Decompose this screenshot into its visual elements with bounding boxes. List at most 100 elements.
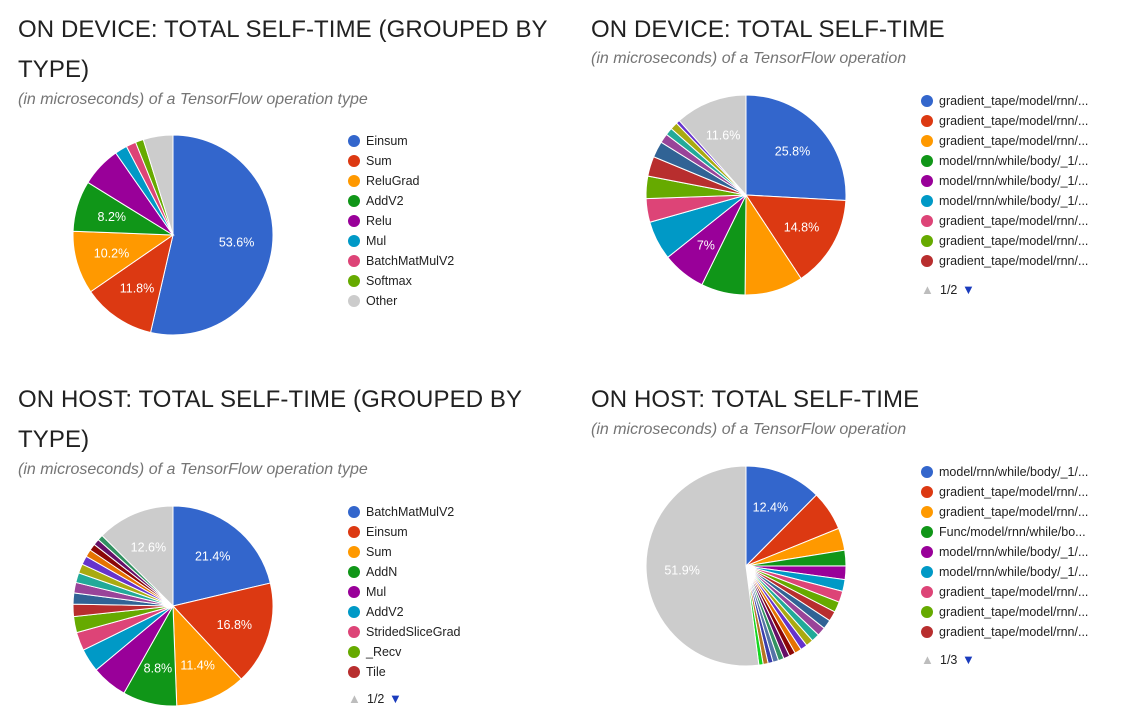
legend-label: model/rnn/while/body/_1/... <box>939 565 1089 579</box>
legend-label: gradient_tape/model/rnn/... <box>939 214 1089 228</box>
page-indicator: 1/2 <box>367 692 385 706</box>
page-down-icon[interactable]: ▼ <box>962 652 975 667</box>
chart-subtitle: (in microseconds) of a TensorFlow operat… <box>591 421 907 438</box>
pie-chart[interactable]: 25.8% 14.8% 7% 11.6% <box>645 94 847 296</box>
legend-label: Func/model/rnn/while/bo... <box>939 525 1086 539</box>
pie-slice[interactable] <box>745 94 847 202</box>
legend-label: AddN <box>366 565 398 579</box>
legend-color-dot <box>348 275 360 287</box>
legend-label: Relu <box>366 214 392 228</box>
slice-percent-label: 51.9% <box>664 564 699 578</box>
slice-percent-label: 10.2% <box>94 246 129 260</box>
legend-label: gradient_tape/model/rnn/... <box>939 625 1089 639</box>
slice-percent-label: 12.6% <box>131 540 166 554</box>
legend-color-dot <box>921 466 933 478</box>
legend-label: Einsum <box>366 525 408 539</box>
pie-slice[interactable] <box>149 134 274 336</box>
page-indicator: 1/3 <box>940 653 958 667</box>
legend-label: gradient_tape/model/rnn/... <box>939 234 1089 248</box>
slice-percent-label: 11.8% <box>120 281 155 295</box>
legend-pager: ▲ 1/2 ▼ <box>921 281 1001 299</box>
legend-label: gradient_tape/model/rnn/... <box>939 505 1089 519</box>
legend-color-dot <box>348 586 360 598</box>
chart-legend: BatchMatMulV2 Einsum Sum AddN Mul AddV2 Stride… <box>348 502 548 692</box>
legend-color-dot <box>348 626 360 638</box>
legend-color-dot <box>348 506 360 518</box>
pie-slice[interactable] <box>89 233 174 334</box>
legend-color-dot <box>348 606 360 618</box>
slice-percent-label: 16.8% <box>217 618 252 632</box>
legend-label: Sum <box>366 545 392 559</box>
legend-label: Mul <box>366 585 387 599</box>
pie-slice[interactable] <box>745 465 818 568</box>
legend-color-dot <box>921 215 933 227</box>
legend-label: model/rnn/while/body/_1/... <box>939 545 1089 559</box>
legend-color-dot <box>348 195 360 207</box>
legend-label: gradient_tape/model/rnn/... <box>939 134 1089 148</box>
legend-color-dot <box>921 115 933 127</box>
pie-slice[interactable] <box>172 582 274 680</box>
chart-title: ON HOST: TOTAL SELF-TIME (GROUPED BY TYP… <box>18 386 522 453</box>
legend-label: gradient_tape/model/rnn/... <box>939 254 1089 268</box>
legend-color-dot <box>348 175 360 187</box>
pie-slice[interactable] <box>645 465 760 667</box>
legend-label: model/rnn/while/body/_1/... <box>939 154 1089 168</box>
legend-label: _Recv <box>366 645 402 659</box>
chart-title: ON DEVICE: TOTAL SELF-TIME <box>591 16 945 43</box>
chart-legend: Einsum Sum ReluGrad AddV2 Relu Mul BatchMatMul… <box>348 131 548 321</box>
legend-color-dot <box>921 506 933 518</box>
pie-chart[interactable]: 12.4% 51.9% <box>645 465 847 667</box>
chart-panel-host-op: ON HOST: TOTAL SELF-TIME (in microsecond… <box>591 380 1111 715</box>
chart-subtitle: (in microseconds) of a TensorFlow operat… <box>18 91 368 108</box>
slice-percent-label: 12.4% <box>753 500 788 514</box>
pie-slice[interactable] <box>101 505 174 608</box>
legend-color-dot <box>348 135 360 147</box>
page-down-icon[interactable]: ▼ <box>962 282 975 297</box>
chart-subtitle: (in microseconds) of a TensorFlow operat… <box>591 50 907 67</box>
slice-percent-label: 14.8% <box>784 220 819 234</box>
legend-color-dot <box>921 566 933 578</box>
legend-color-dot <box>921 235 933 247</box>
legend-label: Tile <box>366 665 386 679</box>
legend-pager: ▲ 1/2 ▼ <box>348 690 428 708</box>
legend-label: gradient_tape/model/rnn/... <box>939 485 1089 499</box>
chart-title: ON DEVICE: TOTAL SELF-TIME (GROUPED BY T… <box>18 16 548 83</box>
legend-color-dot <box>348 215 360 227</box>
chart-legend: gradient_tape/model/rnn/... gradient_tape… <box>921 91 1111 281</box>
page-up-icon[interactable]: ▲ <box>348 691 361 706</box>
legend-label: gradient_tape/model/rnn/... <box>939 585 1089 599</box>
legend-color-dot <box>348 546 360 558</box>
chart-legend: model/rnn/while/body/_1/... gradient_tape… <box>921 462 1111 652</box>
pie-slice[interactable] <box>678 94 747 197</box>
legend-color-dot <box>348 235 360 247</box>
chart-panel-host-type: ON HOST: TOTAL SELF-TIME (GROUPED BY TYP… <box>18 380 578 715</box>
legend-color-dot <box>348 666 360 678</box>
slice-percent-label: 11.6% <box>706 129 741 143</box>
chart-subtitle: (in microseconds) of a TensorFlow operat… <box>18 461 368 478</box>
legend-color-dot <box>921 255 933 267</box>
page-up-icon[interactable]: ▲ <box>921 652 934 667</box>
pie-slice[interactable] <box>745 194 847 280</box>
legend-color-dot <box>921 155 933 167</box>
slice-percent-label: 8.8% <box>144 662 173 676</box>
legend-color-dot <box>921 95 933 107</box>
legend-label: StridedSliceGrad <box>366 625 461 639</box>
pie-chart[interactable]: 53.6% 11.8% 10.2% 8.2% <box>72 134 274 336</box>
legend-label: AddV2 <box>366 194 404 208</box>
chart-title: ON HOST: TOTAL SELF-TIME <box>591 386 920 413</box>
legend-label: gradient_tape/model/rnn/... <box>939 605 1089 619</box>
pie-slice[interactable] <box>172 505 271 607</box>
page-down-icon[interactable]: ▼ <box>389 691 402 706</box>
legend-color-dot <box>921 135 933 147</box>
legend-label: gradient_tape/model/rnn/... <box>939 94 1089 108</box>
legend-pager: ▲ 1/3 ▼ <box>921 651 1001 669</box>
pie-chart[interactable]: 21.4% 16.8% 11.4% 8.8% 12.6% <box>72 505 274 707</box>
legend-color-dot <box>921 606 933 618</box>
chart-panel-device-type: ON DEVICE: TOTAL SELF-TIME (GROUPED BY T… <box>18 10 578 350</box>
legend-color-dot <box>348 255 360 267</box>
slice-percent-label: 21.4% <box>195 549 230 563</box>
legend-color-dot <box>921 486 933 498</box>
pie-slice[interactable] <box>172 604 242 707</box>
page-up-icon[interactable]: ▲ <box>921 282 934 297</box>
pie-slice[interactable] <box>142 134 174 236</box>
